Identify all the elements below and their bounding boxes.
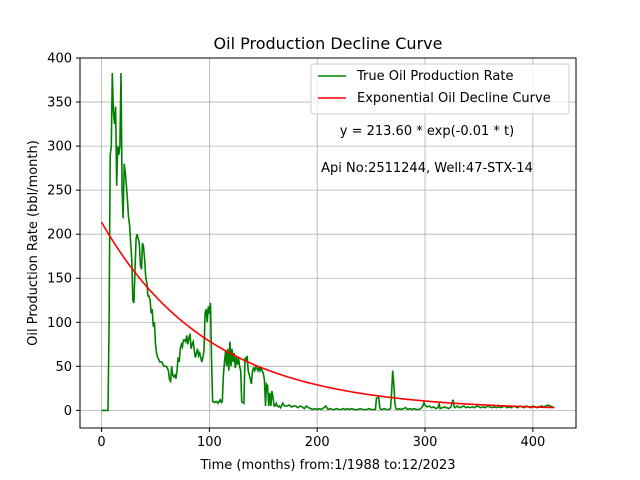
y-axis-label: Oil Production Rate (bbl/month)	[26, 140, 41, 346]
y-tick-label: 300	[47, 140, 72, 155]
y-tick-label: 250	[47, 184, 72, 199]
true-production-line	[101, 72, 554, 412]
chart-title: Oil Production Decline Curve	[214, 34, 443, 53]
well-annotation: Api No:2511244, Well:47-STX-14	[321, 161, 533, 176]
y-tick-label: 150	[47, 272, 72, 287]
x-axis-ticks: 0 100 200 300 400	[97, 428, 545, 450]
x-tick-label: 200	[305, 435, 330, 450]
plot-frame	[79, 57, 577, 429]
plot-area	[100, 72, 555, 412]
y-tick-label: 0	[64, 404, 72, 419]
legend-label-exp: Exponential Oil Decline Curve	[357, 91, 551, 106]
exponential-decline-line	[100, 221, 555, 409]
x-tick-label: 0	[97, 435, 105, 450]
y-axis-ticks: 0 50 100 150 200 250 300 350 400	[47, 52, 80, 419]
x-tick-label: 300	[413, 435, 438, 450]
x-tick-label: 100	[197, 435, 222, 450]
y-tick-label: 50	[55, 360, 72, 375]
x-axis-label: Time (months) from:1/1988 to:12/2023	[199, 458, 455, 473]
legend-box	[310, 63, 570, 115]
legend-label-true: True Oil Production Rate	[356, 69, 513, 84]
equation-annotation: y = 213.60 * exp(-0.01 * t)	[340, 124, 514, 139]
y-tick-label: 350	[47, 96, 72, 111]
legend: True Oil Production Rate Exponential Oil…	[310, 63, 570, 115]
y-tick-label: 400	[47, 52, 72, 67]
x-tick-label: 400	[520, 435, 545, 450]
y-tick-label: 200	[47, 228, 72, 243]
y-tick-label: 100	[47, 316, 72, 331]
